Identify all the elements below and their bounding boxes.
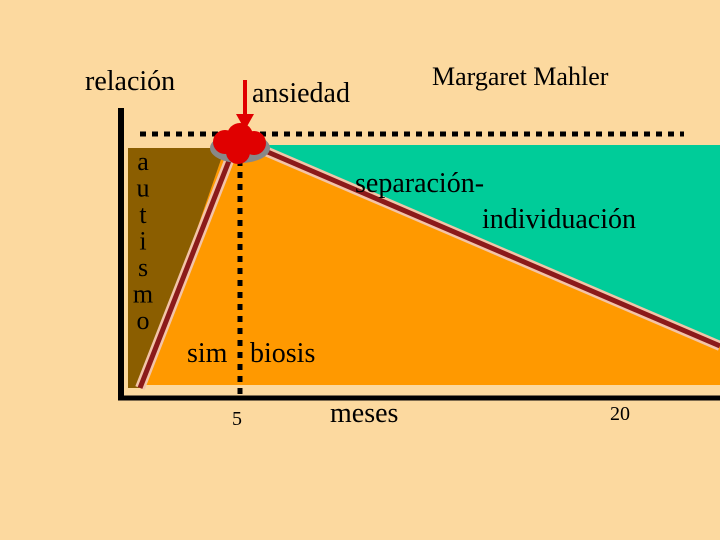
x-label: meses bbox=[330, 398, 398, 429]
symbiosis-region bbox=[142, 145, 720, 385]
phase-line bbox=[137, 147, 237, 389]
autism-letter: u bbox=[137, 174, 150, 203]
autism-letter: a bbox=[137, 147, 149, 176]
autism-letter: s bbox=[138, 253, 148, 282]
separation-label: individuación bbox=[482, 204, 636, 235]
anxiety-cloud bbox=[210, 123, 270, 164]
arrow-head bbox=[236, 114, 254, 130]
separation-label: separación- bbox=[355, 168, 484, 199]
marker-label: ansiedad bbox=[252, 78, 350, 109]
symbiosis-label: biosis bbox=[250, 338, 315, 369]
phase-line bbox=[255, 144, 720, 349]
x-mark: 5 bbox=[232, 408, 242, 430]
x-mark: 20 bbox=[610, 403, 630, 425]
autism-letter: m bbox=[133, 280, 153, 309]
autism-letter: i bbox=[139, 227, 146, 256]
autism-region bbox=[128, 148, 225, 388]
symbiosis-label: sim bbox=[187, 338, 228, 369]
autism-letter: o bbox=[137, 306, 150, 335]
title: Margaret Mahler bbox=[432, 62, 609, 91]
autism-letter: t bbox=[139, 200, 147, 229]
y-label: relación bbox=[85, 66, 175, 97]
